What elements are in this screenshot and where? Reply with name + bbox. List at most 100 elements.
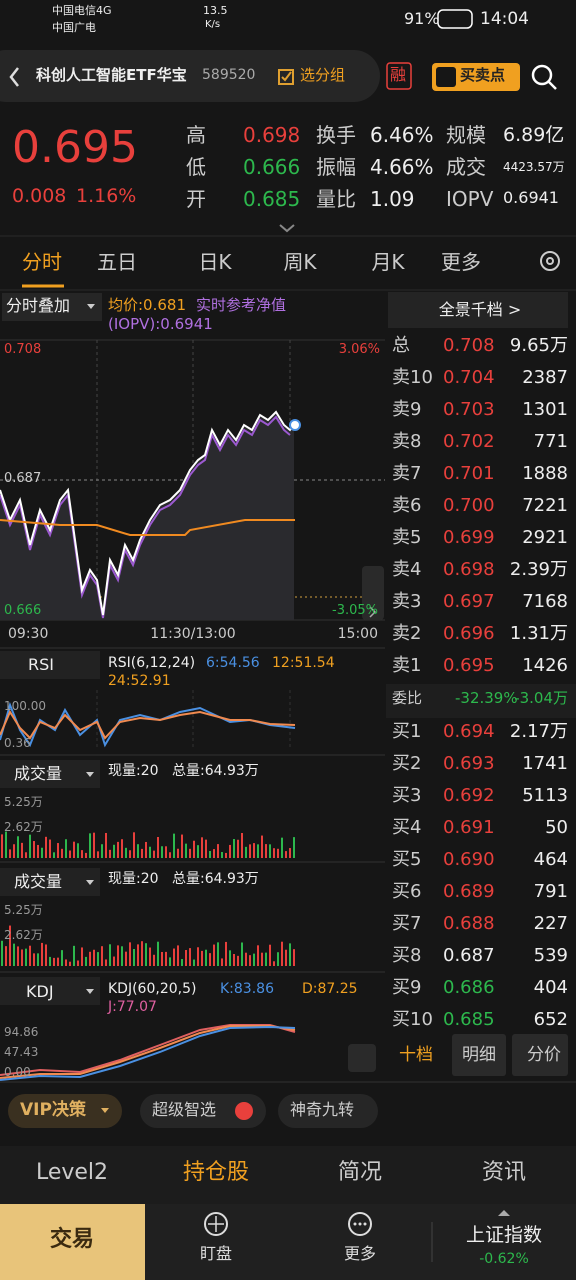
book-tab[interactable]: 明细 <box>462 1045 496 1065</box>
section-tab[interactable]: 持仓股 <box>182 1160 250 1185</box>
level-volume: 2.39万 <box>509 559 568 580</box>
feature-button[interactable]: 神奇九转 <box>290 1100 355 1119</box>
level-label: 买10 <box>392 1009 433 1030</box>
book-tab[interactable]: 分价 <box>527 1045 561 1065</box>
ratio-label: 委比 <box>392 689 423 707</box>
last-price: 0.695 <box>12 122 138 173</box>
volume-now: 现量:20 <box>108 871 159 887</box>
period-tab[interactable]: 月K <box>371 250 405 274</box>
vip-button[interactable]: VIP决策 <box>20 1100 86 1120</box>
level-price: 0.690 <box>443 849 495 870</box>
level-volume: 5113 <box>522 785 568 806</box>
period-tab[interactable]: 周K <box>283 250 317 274</box>
time-label: 09:30 <box>8 626 49 642</box>
level-label: 卖8 <box>392 431 422 452</box>
trade-button[interactable]: 交易 <box>49 1227 95 1252</box>
level-volume: 652 <box>533 1009 568 1030</box>
period-tab[interactable]: 分时 <box>22 250 62 274</box>
level-volume: 1.31万 <box>509 623 568 644</box>
more-button[interactable]: 更多 <box>343 1244 377 1263</box>
level-volume: 771 <box>533 431 568 452</box>
level-price: 0.704 <box>443 367 495 388</box>
volume-tick: 2.62万 <box>4 820 43 834</box>
level-price: 0.698 <box>443 559 495 580</box>
level-volume: 404 <box>533 977 568 998</box>
level-volume: 7221 <box>522 495 568 516</box>
level-price: 0.696 <box>443 623 495 644</box>
period-tab[interactable]: 五日 <box>97 250 137 274</box>
watch-button[interactable]: 盯盘 <box>199 1244 233 1263</box>
level-volume: 227 <box>533 913 568 934</box>
level-price: 0.689 <box>443 881 495 902</box>
rsi-params: RSI(6,12,24) <box>108 655 196 671</box>
level-price: 0.695 <box>443 655 495 676</box>
margin-button[interactable]: 融 <box>390 65 407 84</box>
level-label: 卖1 <box>392 655 422 676</box>
level-price: 0.693 <box>443 753 495 774</box>
level-volume: 1888 <box>522 463 568 484</box>
section-tab[interactable]: 资讯 <box>481 1160 527 1185</box>
axis-prev-close: 0.687 <box>4 471 42 486</box>
level-volume: 1301 <box>522 399 568 420</box>
stat-value: 0.698 <box>243 123 301 147</box>
volume-tick: 2.62万 <box>4 928 43 942</box>
level-label: 卖7 <box>392 463 422 484</box>
stat-value: 0.6941 <box>503 188 559 207</box>
level-volume: 2921 <box>522 527 568 548</box>
level-label: 买9 <box>392 977 422 998</box>
level-label: 总 <box>392 335 410 356</box>
kdj-j: J:77.07 <box>108 999 157 1015</box>
level-label: 买2 <box>392 753 422 774</box>
group-button[interactable]: 选分组 <box>300 66 346 84</box>
stat-value: 6.89亿 <box>503 124 565 146</box>
level-label: 买6 <box>392 881 422 902</box>
level-label: 卖3 <box>392 591 422 612</box>
rsi-label: RSI <box>28 655 54 674</box>
level-volume: 2.17万 <box>509 721 568 742</box>
clock: 14:04 <box>480 9 529 29</box>
stat-label: 规模 <box>446 123 486 147</box>
level-volume: 464 <box>533 849 568 870</box>
ratio-pct: -32.39% <box>455 689 518 707</box>
period-tab[interactable]: 日K <box>198 250 232 274</box>
level-price: 0.688 <box>443 913 495 934</box>
level-label: 卖2 <box>392 623 422 644</box>
section-tab[interactable]: 简况 <box>337 1160 383 1185</box>
rsi-tick: 100.00 <box>4 699 46 713</box>
time-label: 15:00 <box>337 626 378 642</box>
fund-code: 589520 <box>202 67 256 83</box>
overlay-selector: 分时叠加 <box>6 296 71 315</box>
rsi-6: 6:54.56 <box>206 655 260 671</box>
period-tab[interactable]: 更多 <box>441 250 481 274</box>
time-label: 11:30/13:00 <box>150 626 236 642</box>
book-tab[interactable]: 十档 <box>399 1045 433 1065</box>
kdj-label: KDJ <box>26 982 54 1001</box>
volume-total: 总量:64.93万 <box>172 871 259 887</box>
signal-button[interactable]: 买卖点 <box>460 66 506 84</box>
stat-label: 高 <box>186 123 206 147</box>
index-pct: -0.62% <box>479 1251 529 1267</box>
index-name: 上证指数 <box>465 1224 543 1246</box>
level-label: 买8 <box>392 945 422 966</box>
stat-value: 4423.57万 <box>503 160 565 174</box>
level-label: 买5 <box>392 849 422 870</box>
kdj-d: D:87.25 <box>302 981 358 997</box>
level-label: 卖9 <box>392 399 422 420</box>
kdj-tick: 47.43 <box>4 1045 39 1059</box>
stat-label: 开 <box>186 187 206 211</box>
stat-value: 4.66% <box>370 155 434 179</box>
feature-button[interactable]: 超级智选 <box>152 1100 217 1119</box>
stat-value: 0.685 <box>243 187 301 211</box>
volume-now: 现量:20 <box>108 763 159 779</box>
avg-price: 均价:0.681 <box>108 296 186 314</box>
nav-ref: 实时参考净值 <box>196 296 287 314</box>
volume-label: 成交量 <box>14 872 63 891</box>
volume-tick: 5.25万 <box>4 795 43 809</box>
level-label: 买4 <box>392 817 422 838</box>
level-price: 0.691 <box>443 817 495 838</box>
axis-low-pct: -3.05% <box>332 603 378 618</box>
kdj-params: KDJ(60,20,5) <box>108 981 197 997</box>
net-speed-unit: K/s <box>205 19 221 30</box>
section-tab[interactable]: Level2 <box>35 1160 109 1185</box>
depth-button[interactable]: 全景千档 > <box>438 300 522 319</box>
